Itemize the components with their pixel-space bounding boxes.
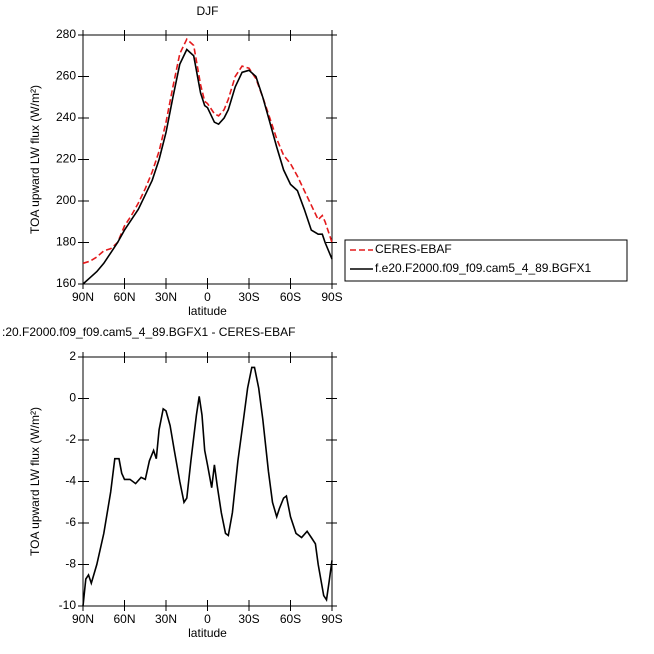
y-tick-label: 160 xyxy=(56,276,76,290)
chart-title: :20.F2000.f09_f09.cam5_4_89.BGFX1 - CERE… xyxy=(2,325,295,339)
x-axis-label: latitude xyxy=(188,304,227,318)
y-tick-label: -6 xyxy=(65,515,76,529)
plot-frame xyxy=(82,356,333,607)
legend-box xyxy=(344,239,628,282)
plot-frame xyxy=(82,34,333,285)
x-tick-label: 30N xyxy=(155,612,177,626)
y-axis-label: TOA upward LW flux (W/m²) xyxy=(28,407,42,556)
y-tick-label: -4 xyxy=(65,474,76,488)
y-tick-label: 240 xyxy=(56,110,76,124)
x-tick-label: 30S xyxy=(238,290,259,304)
x-tick-label: 60N xyxy=(113,290,135,304)
x-tick-label: 60N xyxy=(113,612,135,626)
x-tick-label: 90S xyxy=(321,612,342,626)
x-tick-label: 90N xyxy=(72,612,94,626)
y-tick-label: 0 xyxy=(69,391,76,405)
y-tick-label: 200 xyxy=(56,193,76,207)
x-tick-label: 90N xyxy=(72,290,94,304)
x-tick-label: 0 xyxy=(204,290,211,304)
y-tick-label: -10 xyxy=(59,598,77,612)
x-axis-label: latitude xyxy=(188,626,227,640)
y-tick-label: -8 xyxy=(65,557,76,571)
y-tick-label: 220 xyxy=(56,152,76,166)
x-tick-label: 90S xyxy=(321,290,342,304)
series-line xyxy=(82,37,333,265)
x-tick-label: 0 xyxy=(204,612,211,626)
chart-title: DJF xyxy=(197,4,219,18)
y-tick-label: 280 xyxy=(56,27,76,41)
x-tick-label: 60S xyxy=(280,290,301,304)
x-tick-label: 30S xyxy=(238,612,259,626)
y-tick-label: 180 xyxy=(56,235,76,249)
x-tick-label: 60S xyxy=(280,612,301,626)
legend-label: f.e20.F2000.f09_f09.cam5_4_89.BGFX1 xyxy=(375,261,591,275)
series-line xyxy=(82,48,333,285)
x-tick-label: 30N xyxy=(155,290,177,304)
y-axis-label: TOA upward LW flux (W/m²) xyxy=(28,85,42,234)
y-tick-label: 260 xyxy=(56,69,76,83)
series-line xyxy=(82,366,333,607)
legend-label: CERES-EBAF xyxy=(375,242,452,256)
y-tick-label: 2 xyxy=(69,349,76,363)
y-tick-label: -2 xyxy=(65,432,76,446)
